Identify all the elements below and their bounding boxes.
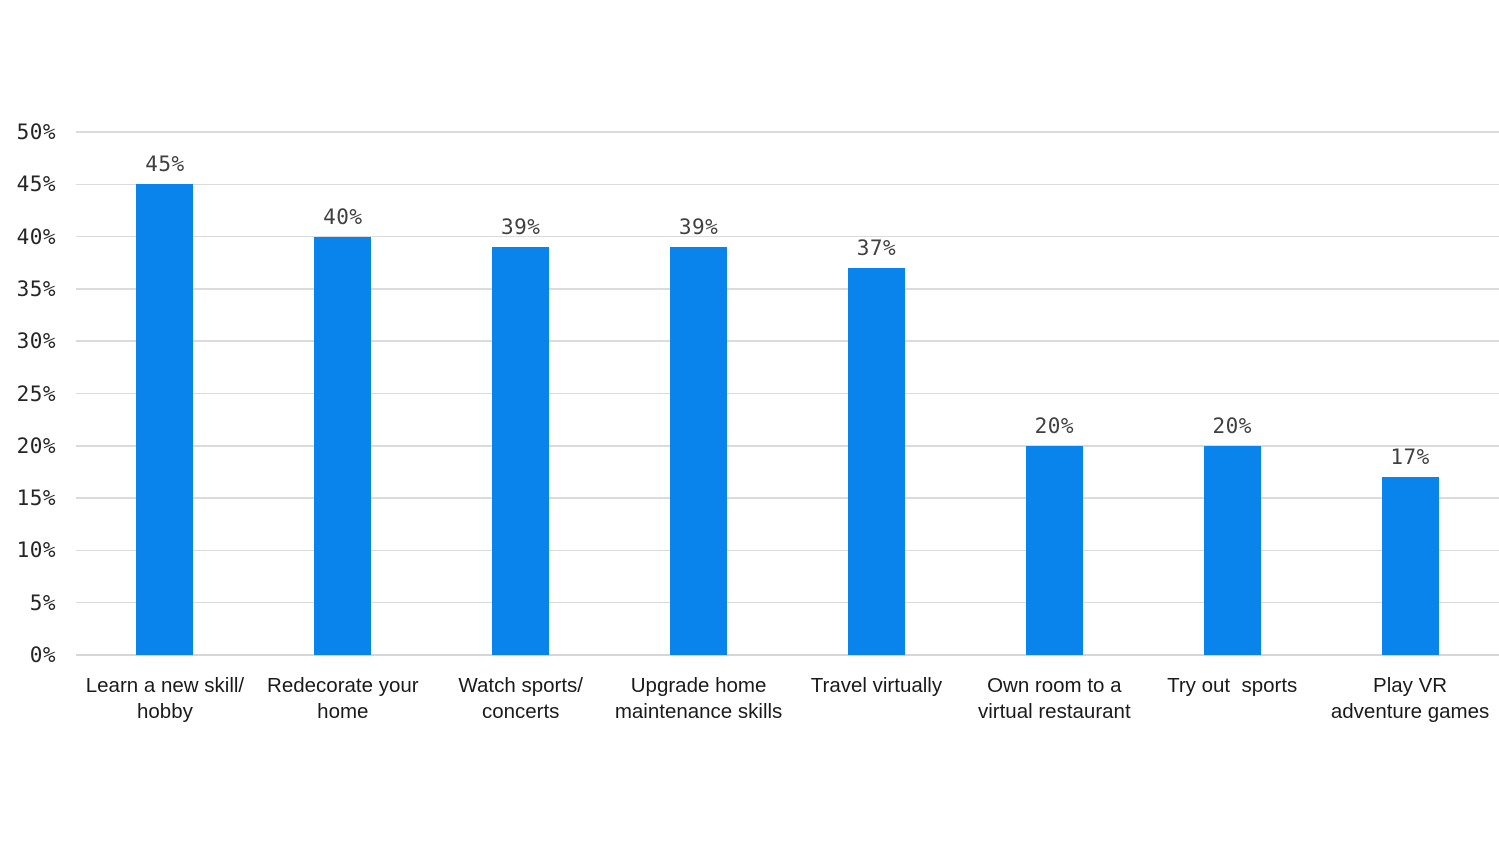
gridline-15pct (76, 497, 1499, 499)
bar-value-label: 39% (678, 215, 719, 240)
gridline-35pct (76, 288, 1499, 290)
bar (670, 247, 728, 655)
bar-value-label: 20% (1212, 413, 1252, 438)
category-label: Own room to a virtual restaurant (977, 674, 1131, 723)
bar-value-label: 20% (1034, 413, 1075, 438)
bar (847, 267, 905, 655)
bar-value-label: 37% (856, 235, 897, 260)
bar (1025, 445, 1083, 655)
category-label: Upgrade home maintenance skills (614, 674, 783, 723)
gridline-0pct (76, 654, 1499, 657)
bar (1203, 445, 1261, 655)
y-tick-label: 20% (16, 433, 56, 458)
gridline-40pct (76, 235, 1499, 238)
category-label: Redecorate your home (267, 674, 419, 723)
y-tick-label: 35% (16, 276, 56, 301)
bar-value-label: 39% (500, 215, 541, 240)
category-label: Play VR adventure games (1330, 674, 1490, 723)
category-label: Try out sports (1167, 674, 1298, 697)
y-tick-label: 0% (29, 643, 56, 667)
gridline-10pct (76, 549, 1499, 552)
gridline-25pct (76, 392, 1499, 395)
category-label: Watch sports/ concerts (458, 674, 583, 723)
bar-value-label: 40% (323, 204, 363, 229)
y-tick-label: 30% (16, 329, 56, 354)
bar-value-label: 17% (1390, 445, 1430, 470)
y-tick-label: 50% (16, 120, 56, 144)
gridline-30pct (76, 340, 1499, 342)
y-tick-label: 40% (16, 224, 56, 249)
y-tick-label: 5% (29, 590, 56, 615)
y-tick-label: 10% (16, 538, 56, 563)
y-tick-label: 25% (16, 381, 56, 406)
bar (492, 247, 550, 655)
y-tick-label: 15% (16, 486, 56, 511)
category-label: Travel virtually (810, 674, 943, 697)
bar-value-label: 45% (145, 152, 185, 177)
gridline-50pct (76, 131, 1499, 133)
gridline-20pct (76, 445, 1499, 447)
bar (314, 236, 372, 655)
gridline-5pct (76, 601, 1499, 604)
category-label: Learn a new skill/ hobby (85, 674, 245, 723)
bar (136, 184, 194, 655)
bar (1381, 477, 1439, 655)
y-tick-label: 45% (16, 172, 56, 197)
gridline-45pct (76, 183, 1499, 186)
